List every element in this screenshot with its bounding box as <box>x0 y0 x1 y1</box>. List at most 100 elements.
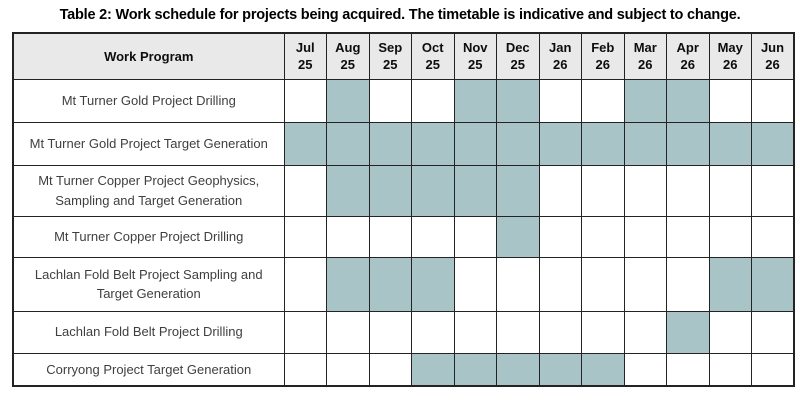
schedule-cell-active <box>368 121 412 166</box>
schedule-cell-active <box>496 215 540 258</box>
schedule-cell-empty <box>581 164 625 217</box>
month-year: 26 <box>680 57 695 73</box>
schedule-cell-empty <box>538 256 582 312</box>
schedule-cell-active <box>708 256 752 312</box>
schedule-cell-active <box>496 164 540 217</box>
month-header-cell-jul-25: Jul 25 <box>283 32 327 80</box>
schedule-cell-active <box>666 310 710 354</box>
schedule-cell-empty <box>666 352 710 387</box>
schedule-cell-active <box>453 121 497 166</box>
schedule-cell-empty <box>411 78 455 123</box>
row-label-cell: Mt Turner Copper Project Geophysics, Sam… <box>12 164 285 217</box>
schedule-cell-active <box>283 121 327 166</box>
month-year: 25 <box>383 57 398 73</box>
schedule-cell-empty <box>708 78 752 123</box>
schedule-cell-empty <box>283 164 327 217</box>
schedule-cell-active <box>496 78 540 123</box>
schedule-cell-active <box>411 164 455 217</box>
month-name: Aug <box>335 39 361 55</box>
schedule-cell-active <box>496 121 540 166</box>
schedule-cell-active <box>411 121 455 166</box>
schedule-cell-active <box>623 78 667 123</box>
month-header-cell-apr-26: Apr 26 <box>666 32 710 80</box>
month-name: Dec <box>505 39 530 55</box>
schedule-cell-active <box>326 121 370 166</box>
month-name: May <box>717 39 743 55</box>
month-header-cell-feb-26: Feb 26 <box>581 32 625 80</box>
row-label-cell: Mt Turner Copper Project Drilling <box>12 215 285 258</box>
schedule-cell-empty <box>581 310 625 354</box>
schedule-cell-empty <box>538 215 582 258</box>
schedule-cell-empty <box>496 256 540 312</box>
schedule-cell-empty <box>538 78 582 123</box>
schedule-cell-empty <box>283 78 327 123</box>
schedule-cell-empty <box>623 215 667 258</box>
schedule-cell-empty <box>581 256 625 312</box>
schedule-cell-empty <box>283 352 327 387</box>
schedule-cell-active <box>708 121 752 166</box>
schedule-cell-active <box>453 78 497 123</box>
schedule-cell-empty <box>623 256 667 312</box>
schedule-cell-empty <box>283 256 327 312</box>
row-label-cell: Corryong Project Target Generation <box>12 352 285 387</box>
schedule-cell-active <box>326 78 370 123</box>
month-name: Jan <box>549 39 572 55</box>
schedule-cell-empty <box>368 215 412 258</box>
schedule-cell-empty <box>368 352 412 387</box>
schedule-cell-active <box>666 78 710 123</box>
schedule-cell-empty <box>326 215 370 258</box>
schedule-cell-empty <box>453 256 497 312</box>
schedule-cell-active <box>326 164 370 217</box>
schedule-cell-active <box>581 352 625 387</box>
schedule-cell-empty <box>666 215 710 258</box>
work-schedule-table: Work Program Jul 25 Aug 25 Sep 25 Oct 25 Nov 25 De… <box>12 32 795 387</box>
month-header-cell-may-26: May 26 <box>708 32 752 80</box>
schedule-cell-empty <box>751 215 795 258</box>
month-name: Jul <box>295 39 315 55</box>
schedule-cell-empty <box>581 215 625 258</box>
row-label-cell: Lachlan Fold Belt Project Sampling and T… <box>12 256 285 312</box>
month-name: Mar <box>633 39 657 55</box>
table-caption: Table 2: Work schedule for projects bein… <box>59 7 741 23</box>
month-year: 25 <box>425 57 440 73</box>
table-row: Mt Turner Copper Project Drilling <box>12 215 795 258</box>
header-cell-work-program: Work Program <box>12 32 285 80</box>
row-label-cell: Lachlan Fold Belt Project Drilling <box>12 310 285 354</box>
schedule-cell-active <box>411 352 455 387</box>
month-year: 26 <box>595 57 610 73</box>
schedule-cell-empty <box>453 215 497 258</box>
schedule-cell-empty <box>368 310 412 354</box>
schedule-cell-active <box>623 121 667 166</box>
schedule-cell-empty <box>453 310 497 354</box>
schedule-cell-empty <box>283 310 327 354</box>
schedule-cell-active <box>666 121 710 166</box>
month-header-cell-jun-26: Jun 26 <box>751 32 795 80</box>
month-header-cell-dec-25: Dec 25 <box>496 32 540 80</box>
schedule-cell-empty <box>581 78 625 123</box>
month-header-cell-sep-25: Sep 25 <box>368 32 412 80</box>
schedule-cell-empty <box>623 310 667 354</box>
schedule-cell-empty <box>708 352 752 387</box>
schedule-cell-empty <box>411 310 455 354</box>
schedule-cell-empty <box>708 164 752 217</box>
schedule-cell-active <box>453 164 497 217</box>
month-name: Jun <box>760 39 785 55</box>
month-header-cell-mar-26: Mar 26 <box>623 32 667 80</box>
schedule-cell-active <box>326 256 370 312</box>
schedule-cell-empty <box>411 215 455 258</box>
schedule-cell-empty <box>368 78 412 123</box>
schedule-cell-empty <box>751 310 795 354</box>
schedule-cell-empty <box>623 164 667 217</box>
schedule-cell-empty <box>623 352 667 387</box>
month-header-cell-oct-25: Oct 25 <box>411 32 455 80</box>
schedule-cell-active <box>751 256 795 312</box>
month-year: 26 <box>553 57 568 73</box>
table-row: Mt Turner Gold Project Target Generation <box>12 121 795 166</box>
table-row: Corryong Project Target Generation <box>12 352 795 387</box>
month-year: 25 <box>468 57 483 73</box>
table-row: Mt Turner Copper Project Geophysics, Sam… <box>12 164 795 217</box>
row-label-cell: Mt Turner Gold Project Drilling <box>12 78 285 123</box>
schedule-cell-empty <box>538 310 582 354</box>
month-year: 26 <box>723 57 738 73</box>
schedule-cell-empty <box>708 310 752 354</box>
